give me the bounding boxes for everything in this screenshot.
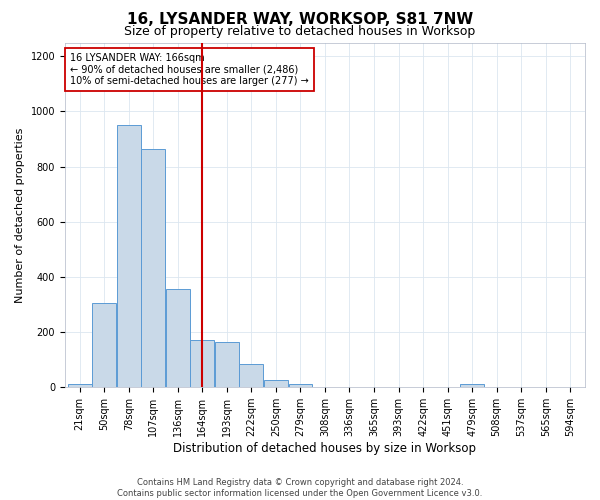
Text: 16 LYSANDER WAY: 166sqm
← 90% of detached houses are smaller (2,486)
10% of semi: 16 LYSANDER WAY: 166sqm ← 90% of detache… (70, 53, 309, 86)
Text: Contains HM Land Registry data © Crown copyright and database right 2024.
Contai: Contains HM Land Registry data © Crown c… (118, 478, 482, 498)
Y-axis label: Number of detached properties: Number of detached properties (15, 127, 25, 302)
Bar (68, 384, 92, 387)
Bar (239, 364, 263, 387)
Bar (166, 290, 190, 387)
Text: 16, LYSANDER WAY, WORKSOP, S81 7NW: 16, LYSANDER WAY, WORKSOP, S81 7NW (127, 12, 473, 28)
Bar (142, 148, 165, 387)
X-axis label: Distribution of detached houses by size in Worksop: Distribution of detached houses by size … (173, 442, 476, 455)
Bar (117, 125, 140, 387)
Text: Size of property relative to detached houses in Worksop: Size of property relative to detached ho… (124, 25, 476, 38)
Bar (289, 384, 313, 387)
Bar (460, 384, 484, 387)
Bar (215, 342, 239, 387)
Bar (264, 380, 288, 387)
Bar (92, 303, 116, 387)
Bar (190, 340, 214, 387)
